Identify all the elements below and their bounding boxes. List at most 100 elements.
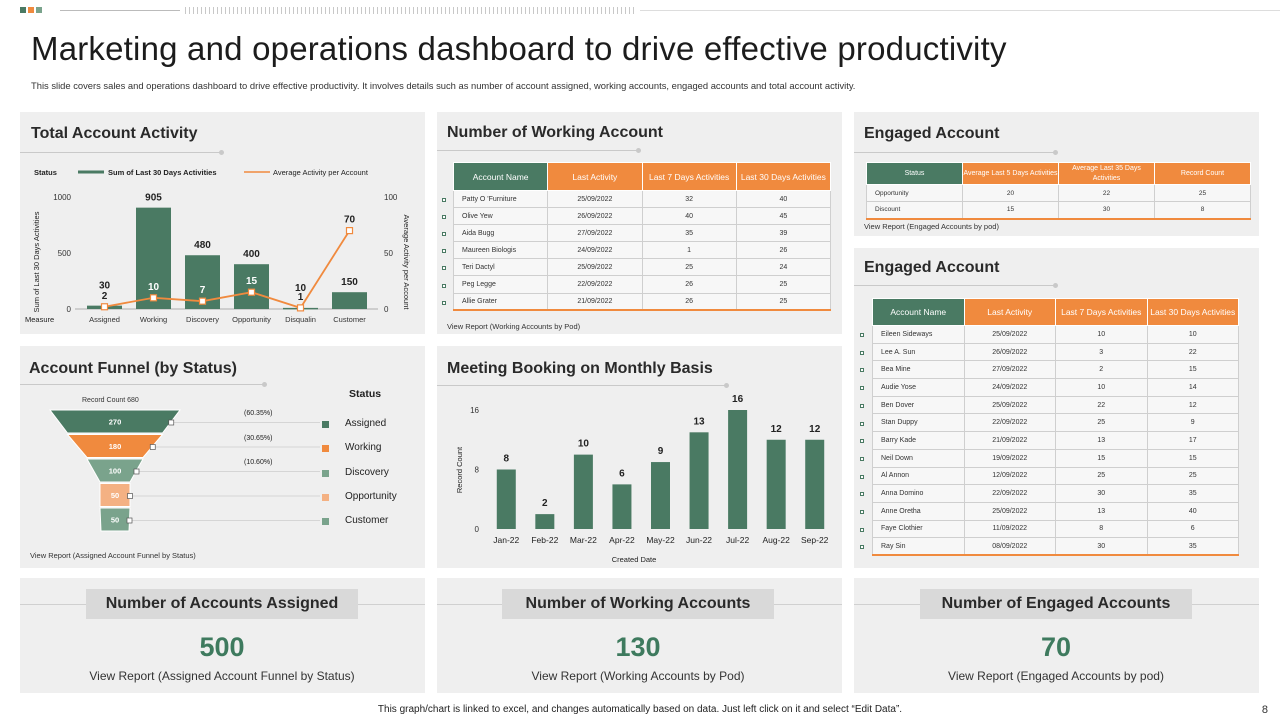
average-activity-line [104, 230, 351, 309]
kpi-engaged-link[interactable]: View Report (Engaged Accounts by pod) [948, 669, 1164, 683]
x-tick-label: Opportunity [232, 315, 271, 324]
meeting-x-tick: Jan-22 [493, 535, 519, 545]
kpi-engaged-label: Number of Engaged Accounts [920, 589, 1192, 619]
line-marker [296, 304, 305, 312]
table-cell: 25 [735, 292, 832, 312]
meeting-bar-label: 2 [542, 498, 548, 509]
funnel-legend-swatch [322, 493, 329, 501]
table-row[interactable]: Allie Grater 21/09/2022 26 25 [452, 292, 832, 312]
funnel-report-link[interactable]: View Report (Assigned Account Funnel by … [30, 551, 196, 560]
meeting-bar-label: 16 [732, 394, 744, 405]
engaged-summary-report-link[interactable]: View Report (Engaged Accounts by pod) [864, 222, 999, 231]
kpi-working-link[interactable]: View Report (Working Accounts by Pod) [531, 669, 745, 683]
title-underline [437, 148, 641, 153]
table-row[interactable]: Faye Clothier 11/09/2022 8 6 [872, 519, 1239, 539]
kpi-card-working: Number of Working Accounts 130 View Repo… [437, 578, 842, 693]
table-cell: Peg Legge [452, 275, 549, 294]
right-tick-label: 50 [384, 249, 393, 258]
funnel-legend-item: Customer [345, 515, 389, 527]
table-cell: 15 [1146, 360, 1239, 380]
meeting-booking-panel: Meeting Booking on Monthly Basis Record … [437, 346, 842, 568]
table-row[interactable]: Bea Mine 27/09/2022 2 15 [872, 360, 1239, 380]
table-row[interactable]: Ben Dover 25/09/2022 22 12 [872, 395, 1239, 415]
table-cell: Ray Sin [872, 537, 965, 557]
engaged-list-title: Engaged Account [864, 259, 1000, 276]
engaged-summary-table: Status Average Last 5 Days Activities Aver… [866, 162, 1251, 220]
table-cell: Aida Bugg [452, 224, 549, 243]
table-cell: Patty O 'Furniture [452, 189, 549, 209]
kpi-assigned-link[interactable]: View Report (Assigned Account Funnel by … [89, 669, 355, 683]
table-cell: 19/09/2022 [963, 448, 1056, 468]
row-marker [442, 232, 446, 237]
table-row[interactable]: Barry Kade 21/09/2022 13 17 [872, 431, 1239, 450]
meeting-bar [728, 410, 748, 529]
table-row[interactable]: Stan Duppy 22/09/2022 25 9 [872, 413, 1239, 433]
row-marker [860, 492, 864, 497]
table-cell: 13 [1055, 501, 1148, 521]
meeting-x-tick: Mar-22 [570, 535, 597, 545]
deco-line [60, 10, 180, 11]
table-cell: 26 [641, 292, 737, 312]
table-row[interactable]: Opportunity 20 22 25 [866, 184, 1251, 202]
table-row[interactable]: Patty O 'Furniture 25/09/2022 32 40 [452, 189, 832, 209]
table-cell: 25/09/2022 [963, 395, 1056, 415]
table-cell: Allie Grater [452, 292, 549, 312]
table-row[interactable]: Audie Yose 24/09/2022 10 14 [872, 378, 1239, 397]
table-row[interactable]: Anne Oretha 25/09/2022 13 40 [872, 501, 1239, 521]
table-row[interactable]: Anna Domino 22/09/2022 30 35 [872, 484, 1239, 503]
table-row[interactable]: Lee A. Sun 26/09/2022 3 22 [872, 342, 1239, 362]
row-marker [860, 333, 864, 337]
line-value-label: 7 [200, 285, 206, 296]
deco-square-lightgreen [36, 7, 42, 13]
table-row[interactable]: Aida Bugg 27/09/2022 35 39 [452, 224, 832, 243]
funnel-stage-percent: (60.35%) [244, 410, 273, 417]
table-cell: 13 [1055, 431, 1148, 450]
table-cell: 08/09/2022 [963, 537, 1056, 557]
funnel-legend-swatch [322, 518, 329, 526]
table-cell: 25/09/2022 [963, 325, 1056, 344]
table-header-cell: Record Count [1154, 162, 1251, 185]
line-value-label: 1 [298, 292, 304, 303]
table-row[interactable]: Discount 15 30 8 [866, 201, 1251, 220]
meeting-bar [651, 462, 670, 529]
table-row[interactable]: Peg Legge 22/09/2022 26 25 [452, 275, 832, 294]
title-underline [20, 150, 224, 155]
table-cell: 40 [1146, 501, 1239, 521]
table-cell: Stan Duppy [872, 413, 965, 433]
table-row[interactable]: Maureen Biologis 24/09/2022 1 26 [452, 241, 832, 260]
meeting-bar [573, 454, 593, 529]
table-row[interactable]: Ray Sin 08/09/2022 30 35 [872, 537, 1239, 557]
table-cell: 25 [1154, 184, 1251, 202]
table-cell: 8 [1154, 201, 1251, 220]
title-underline [20, 382, 267, 387]
table-row[interactable]: Neil Down 19/09/2022 15 15 [872, 448, 1239, 468]
table-row[interactable]: Al Annon 12/09/2022 25 25 [872, 466, 1239, 486]
top-decoration [20, 7, 1280, 15]
row-marker [860, 510, 864, 514]
meeting-bar [612, 484, 632, 529]
table-cell: 10 [1055, 325, 1148, 344]
meeting-bar [535, 514, 555, 529]
table-cell: Al Annon [872, 466, 965, 486]
table-row[interactable]: Olive Yew 26/09/2022 40 45 [452, 207, 832, 226]
meeting-bar-label: 6 [619, 468, 625, 479]
account-funnel-title: Account Funnel (by Status) [29, 360, 237, 377]
x-axis-name: Measure [25, 315, 54, 324]
table-header-cell: Average Last 5 Days Activities [962, 162, 1059, 185]
x-tick-label: Assigned [89, 315, 120, 324]
table-cell: Anne Oretha [872, 501, 965, 521]
activity-bar [136, 207, 171, 309]
meeting-x-tick: May-22 [646, 535, 675, 545]
activity-bar [332, 292, 367, 309]
line-marker [345, 226, 354, 235]
table-cell: 26 [641, 275, 737, 294]
funnel-stage-percent: (10.60%) [244, 459, 273, 466]
table-cell: 30 [1058, 201, 1155, 220]
table-header-cell: Account Name [872, 298, 965, 326]
table-row[interactable]: Teri Dactyl 25/09/2022 25 24 [452, 258, 832, 277]
funnel-stage-value: 50 [111, 516, 119, 525]
working-report-link[interactable]: View Report (Working Accounts by Pod) [447, 322, 581, 331]
table-row[interactable]: Eileen Sideways 25/09/2022 10 10 [872, 325, 1239, 344]
table-header-cell: Last 7 Days Activities [1055, 298, 1148, 326]
table-cell: 30 [1055, 537, 1148, 557]
